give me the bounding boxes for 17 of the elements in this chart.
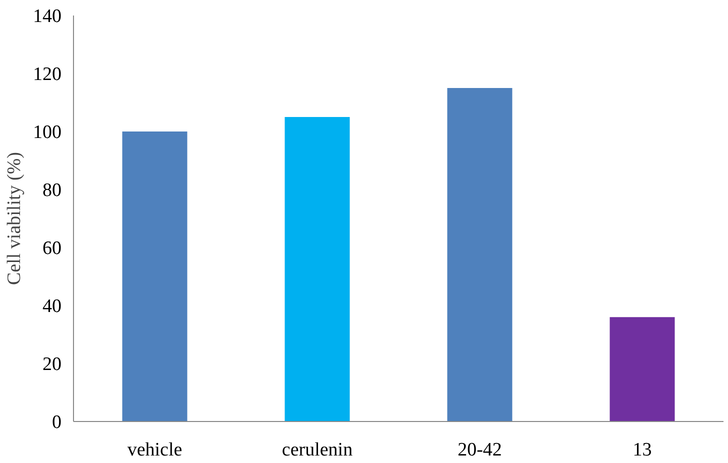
bar (284, 117, 350, 422)
y-tick-label: 40 (42, 296, 62, 317)
y-axis-title: Cell viability (%) (4, 152, 25, 285)
x-tick-label: 13 (632, 440, 652, 460)
bar (122, 132, 188, 422)
bar (610, 317, 675, 422)
y-tick-label: 80 (42, 180, 62, 201)
x-tick-label: 20-42 (458, 440, 502, 460)
y-tick-label: 20 (42, 354, 62, 375)
x-tick-label: vehicle (127, 440, 182, 460)
y-tick-label: 60 (42, 238, 62, 259)
y-tick-label: 120 (33, 64, 62, 85)
y-tick-label: 140 (33, 6, 62, 27)
y-tick-label: 100 (33, 122, 62, 143)
bar (447, 88, 512, 422)
y-tick-label: 0 (52, 412, 62, 433)
x-tick-label: cerulenin (282, 440, 354, 460)
